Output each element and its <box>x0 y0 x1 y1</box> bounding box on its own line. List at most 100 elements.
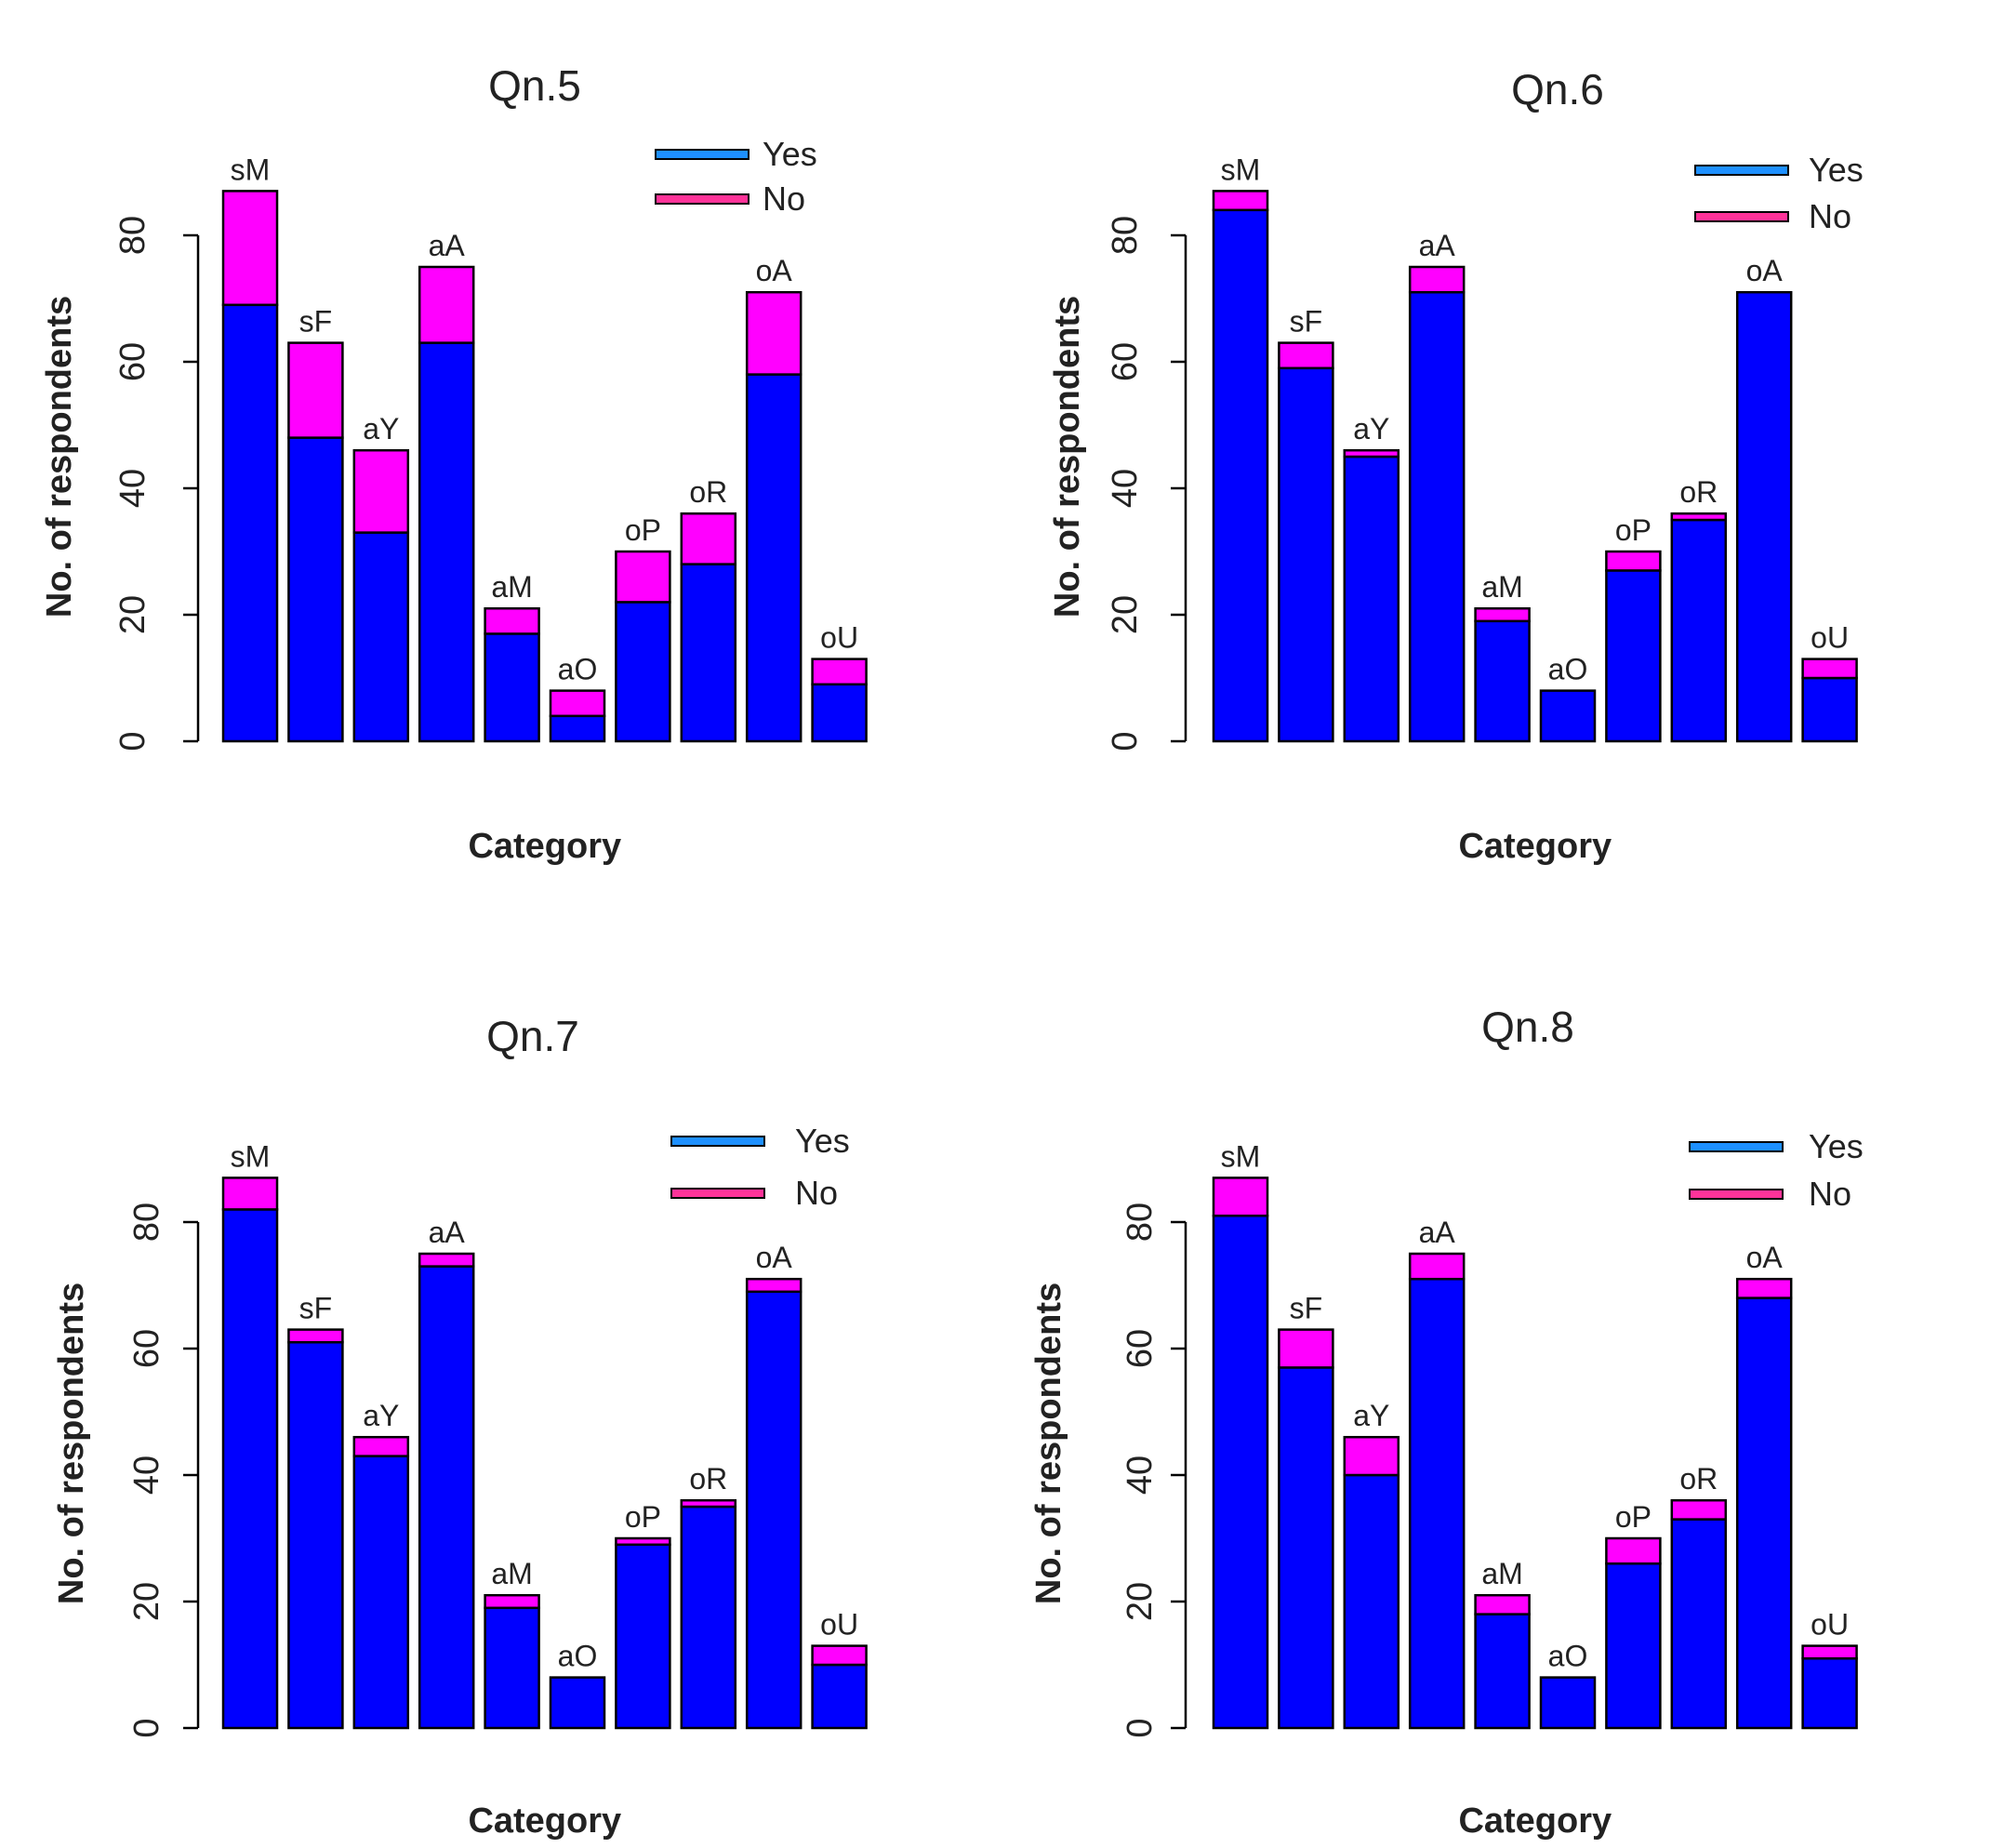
bar-yes-aO <box>1539 689 1597 743</box>
bar-no-sF <box>287 1328 344 1344</box>
x-axis-label: Category <box>468 827 621 866</box>
bar-label: aO <box>558 1640 598 1673</box>
bar-no-oR <box>1670 512 1728 522</box>
bar-yes-aA <box>418 1265 475 1730</box>
y-tick-label: 60 <box>113 342 153 381</box>
bar-yes-oU <box>811 1663 868 1730</box>
bar-label: oR <box>1679 475 1718 509</box>
bar-no-sF <box>287 341 344 439</box>
bar-yes-oP <box>615 1543 671 1730</box>
y-tick-label: 80 <box>127 1203 166 1242</box>
bar-no-oP <box>1605 1536 1662 1565</box>
y-tick-label: 20 <box>113 595 153 634</box>
bar-label: aM <box>1481 570 1522 604</box>
bar-yes-aY <box>1343 1473 1400 1730</box>
bar-label: aO <box>1548 653 1588 686</box>
bar-label: oR <box>1679 1462 1718 1496</box>
legend-yes-label: Yes <box>795 1122 850 1160</box>
bar-no-oP <box>1605 550 1662 572</box>
y-tick-label: 80 <box>1121 1203 1160 1242</box>
legend-yes-label: Yes <box>1809 151 1864 189</box>
bar-no-aY <box>1343 448 1400 459</box>
bar-label: aY <box>1353 1399 1389 1432</box>
bar-no-aA <box>418 1252 475 1268</box>
bar-yes-aO <box>1539 1676 1597 1730</box>
legend-yes-swatch <box>670 1136 765 1147</box>
bar-no-sF <box>1278 1328 1334 1369</box>
bar-label: oP <box>1615 1500 1651 1534</box>
bar-yes-sM <box>1212 208 1269 743</box>
chart-panel-4: Qn.8 0 20 40 60 80 No. of respondents Category s… <box>1029 1003 1864 1841</box>
bar-label: sM <box>1221 153 1261 186</box>
y-tick-label: 40 <box>1121 1456 1160 1495</box>
chart-panel-3: Qn.7 0 20 40 60 80 No. of respondents Category s… <box>52 1012 868 1841</box>
bar-label: sM <box>1221 1139 1261 1173</box>
bar-label: aM <box>1481 1557 1522 1590</box>
x-axis-label: Category <box>468 1801 621 1841</box>
bar-yes-sF <box>287 1340 344 1730</box>
bar-label: aO <box>1548 1640 1588 1673</box>
bar-yes-sF <box>287 436 344 743</box>
legend-no-label: No <box>1809 1175 1851 1213</box>
bar-yes-oA <box>1735 1296 1793 1730</box>
bar-yes-oP <box>615 601 671 743</box>
bar-label: oP <box>625 513 661 547</box>
bar-no-aY <box>352 448 410 534</box>
y-tick-label: 0 <box>113 731 153 751</box>
bar-yes-aM <box>484 632 540 743</box>
bar-label: oR <box>689 1462 727 1496</box>
bar-yes-oA <box>745 1290 803 1730</box>
bar-label: aA <box>429 229 466 262</box>
bar-yes-oU <box>1801 676 1858 743</box>
y-tick-label: 20 <box>127 1582 166 1621</box>
bar-label: oU <box>820 1608 858 1642</box>
bar-no-sM <box>1212 190 1269 212</box>
chart-panel-2: Qn.6 0 20 40 60 80 No. of respondents Category s… <box>1048 65 1864 866</box>
bar-no-aA <box>1408 1252 1466 1281</box>
y-axis-label: No. of respondents <box>1048 296 1087 618</box>
y-axis-label: No. of respondents <box>40 296 79 618</box>
legend-no-swatch <box>1694 211 1789 222</box>
bar-no-aA <box>1408 265 1466 294</box>
bar-no-aM <box>484 1593 540 1610</box>
y-tick-label: 60 <box>127 1329 166 1368</box>
y-tick-label: 0 <box>1106 731 1145 751</box>
bar-label: sM <box>231 153 271 186</box>
bar-yes-aA <box>1408 1277 1466 1730</box>
bar-yes-aY <box>1343 455 1400 743</box>
bar-label: oU <box>1811 621 1849 655</box>
bar-yes-oR <box>1670 518 1728 743</box>
legend-yes-label: Yes <box>1809 1127 1864 1165</box>
x-axis-label: Category <box>1458 827 1612 866</box>
bar-yes-oU <box>811 683 868 743</box>
bar-label: oA <box>756 254 793 287</box>
legend-yes-swatch <box>1689 1141 1784 1152</box>
bar-yes-aM <box>1474 619 1531 743</box>
bar-label: aM <box>491 1557 532 1590</box>
bar-no-oA <box>1735 1277 1793 1299</box>
bar-yes-aM <box>484 1606 540 1730</box>
bar-label: aA <box>1419 229 1456 262</box>
bar-yes-aO <box>549 1676 606 1730</box>
bar-yes-oR <box>1670 1518 1728 1730</box>
bar-yes-sM <box>221 1208 279 1730</box>
y-tick-label: 20 <box>1106 595 1145 634</box>
bar-label: sF <box>1290 1292 1323 1325</box>
bar-no-aM <box>484 606 540 635</box>
y-tick-label: 40 <box>127 1456 166 1495</box>
y-tick-label: 0 <box>127 1718 166 1737</box>
bar-yes-oA <box>1735 290 1793 743</box>
bar-label: aA <box>1419 1216 1456 1249</box>
bar-label: aY <box>363 412 399 445</box>
bar-yes-aO <box>549 714 606 743</box>
bar-no-oA <box>745 1277 803 1294</box>
chart-title: Qn.5 <box>488 61 581 110</box>
bar-no-aM <box>1474 1593 1531 1615</box>
chart-panel-1: Qn.5 0 20 40 60 80 No. of respondents Category s… <box>40 61 868 866</box>
bar-yes-aY <box>352 531 410 743</box>
legend-no-label: No <box>763 179 805 218</box>
bar-label: sF <box>299 305 333 339</box>
bar-yes-oR <box>680 563 737 743</box>
bar-yes-oP <box>1605 1562 1662 1730</box>
